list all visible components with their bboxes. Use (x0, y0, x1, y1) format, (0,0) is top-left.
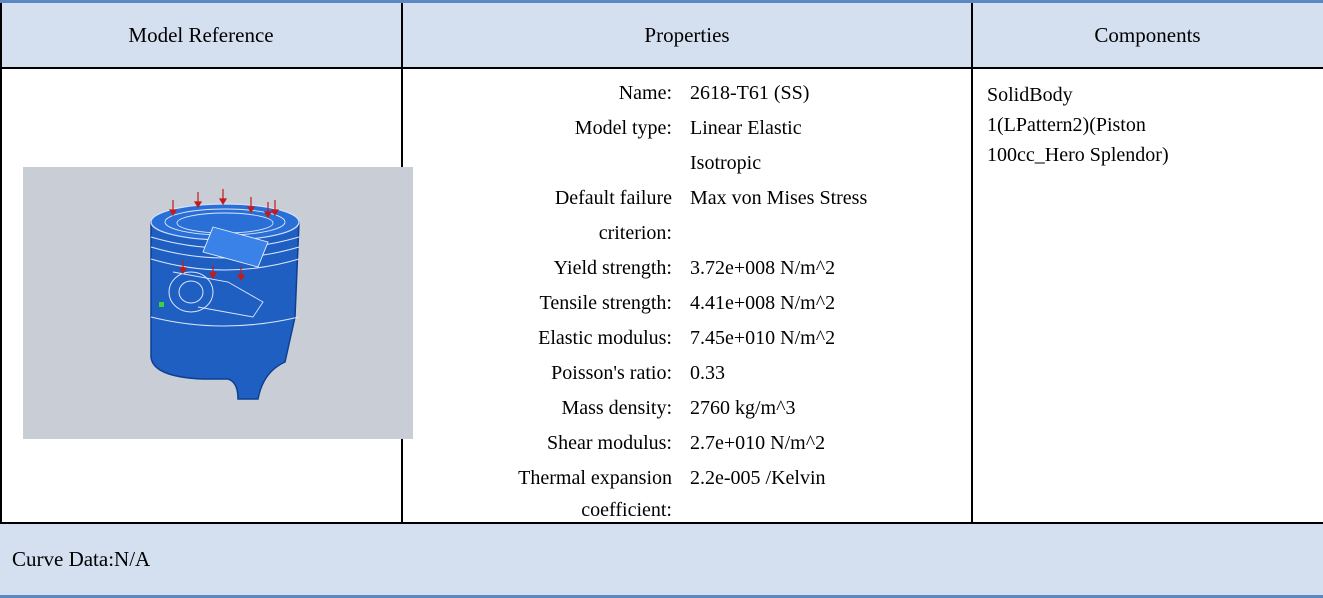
prop-name-label: Name: (618, 82, 672, 104)
prop-failure-value: Max von Mises Stress (690, 187, 868, 209)
curve-data-row: Curve Data:N/A (0, 524, 1323, 595)
prop-poisson-label: Poisson's ratio: (551, 362, 672, 384)
grid-line-body-bottom (0, 522, 1323, 524)
prop-tensile-label: Tensile strength: (539, 292, 672, 314)
header-components: Components (972, 3, 1323, 67)
prop-yield-label: Yield strength: (553, 257, 672, 279)
prop-thermal-value: 2.2e-005 /Kelvin (690, 467, 826, 489)
model-thumbnail (23, 167, 413, 439)
prop-shear-label: Shear modulus: (547, 432, 672, 454)
prop-thermal-label-1: Thermal expansion (518, 467, 672, 489)
grid-line-left (0, 3, 2, 595)
prop-elastic-value: 7.45e+010 N/m^2 (690, 327, 836, 349)
prop-yield-value: 3.72e+008 N/m^2 (690, 257, 836, 279)
prop-failure-label-2: criterion: (598, 222, 672, 244)
prop-tensile-value: 4.41e+008 N/m^2 (690, 292, 836, 314)
prop-model-type-label: Model type: (574, 117, 672, 139)
prop-elastic-label: Elastic modulus: (538, 327, 672, 349)
header-model-reference: Model Reference (0, 3, 402, 67)
component-line-2: 1(LPattern2)(Piston (987, 114, 1146, 136)
prop-name-value: 2618-T61 (SS) (690, 82, 810, 104)
prop-model-type-value-1: Linear Elastic (690, 117, 802, 139)
prop-shear-value: 2.7e+010 N/m^2 (690, 432, 826, 454)
bottom-rule (0, 595, 1323, 598)
prop-thermal-label-2: coefficient: (581, 499, 672, 521)
header-properties: Properties (402, 3, 972, 67)
prop-model-type-value-2: Isotropic (690, 152, 762, 174)
prop-density-value: 2760 kg/m^3 (690, 397, 796, 419)
prop-failure-label-1: Default failure (554, 187, 672, 209)
piston-model-image (150, 189, 300, 400)
prop-density-label: Mass density: (561, 397, 672, 419)
components-cell: SolidBody 1(LPattern2)(Piston 100cc_Hero… (987, 80, 1307, 170)
top-rule (0, 0, 1323, 3)
grid-line-col2 (971, 3, 973, 524)
component-line-3: 100cc_Hero Splendor) (987, 144, 1169, 166)
prop-poisson-value: 0.33 (690, 362, 725, 384)
curve-data-label: Curve Data:N/A (12, 547, 151, 571)
grid-line-header-bottom (0, 67, 1323, 69)
component-line-1: SolidBody (987, 84, 1073, 106)
